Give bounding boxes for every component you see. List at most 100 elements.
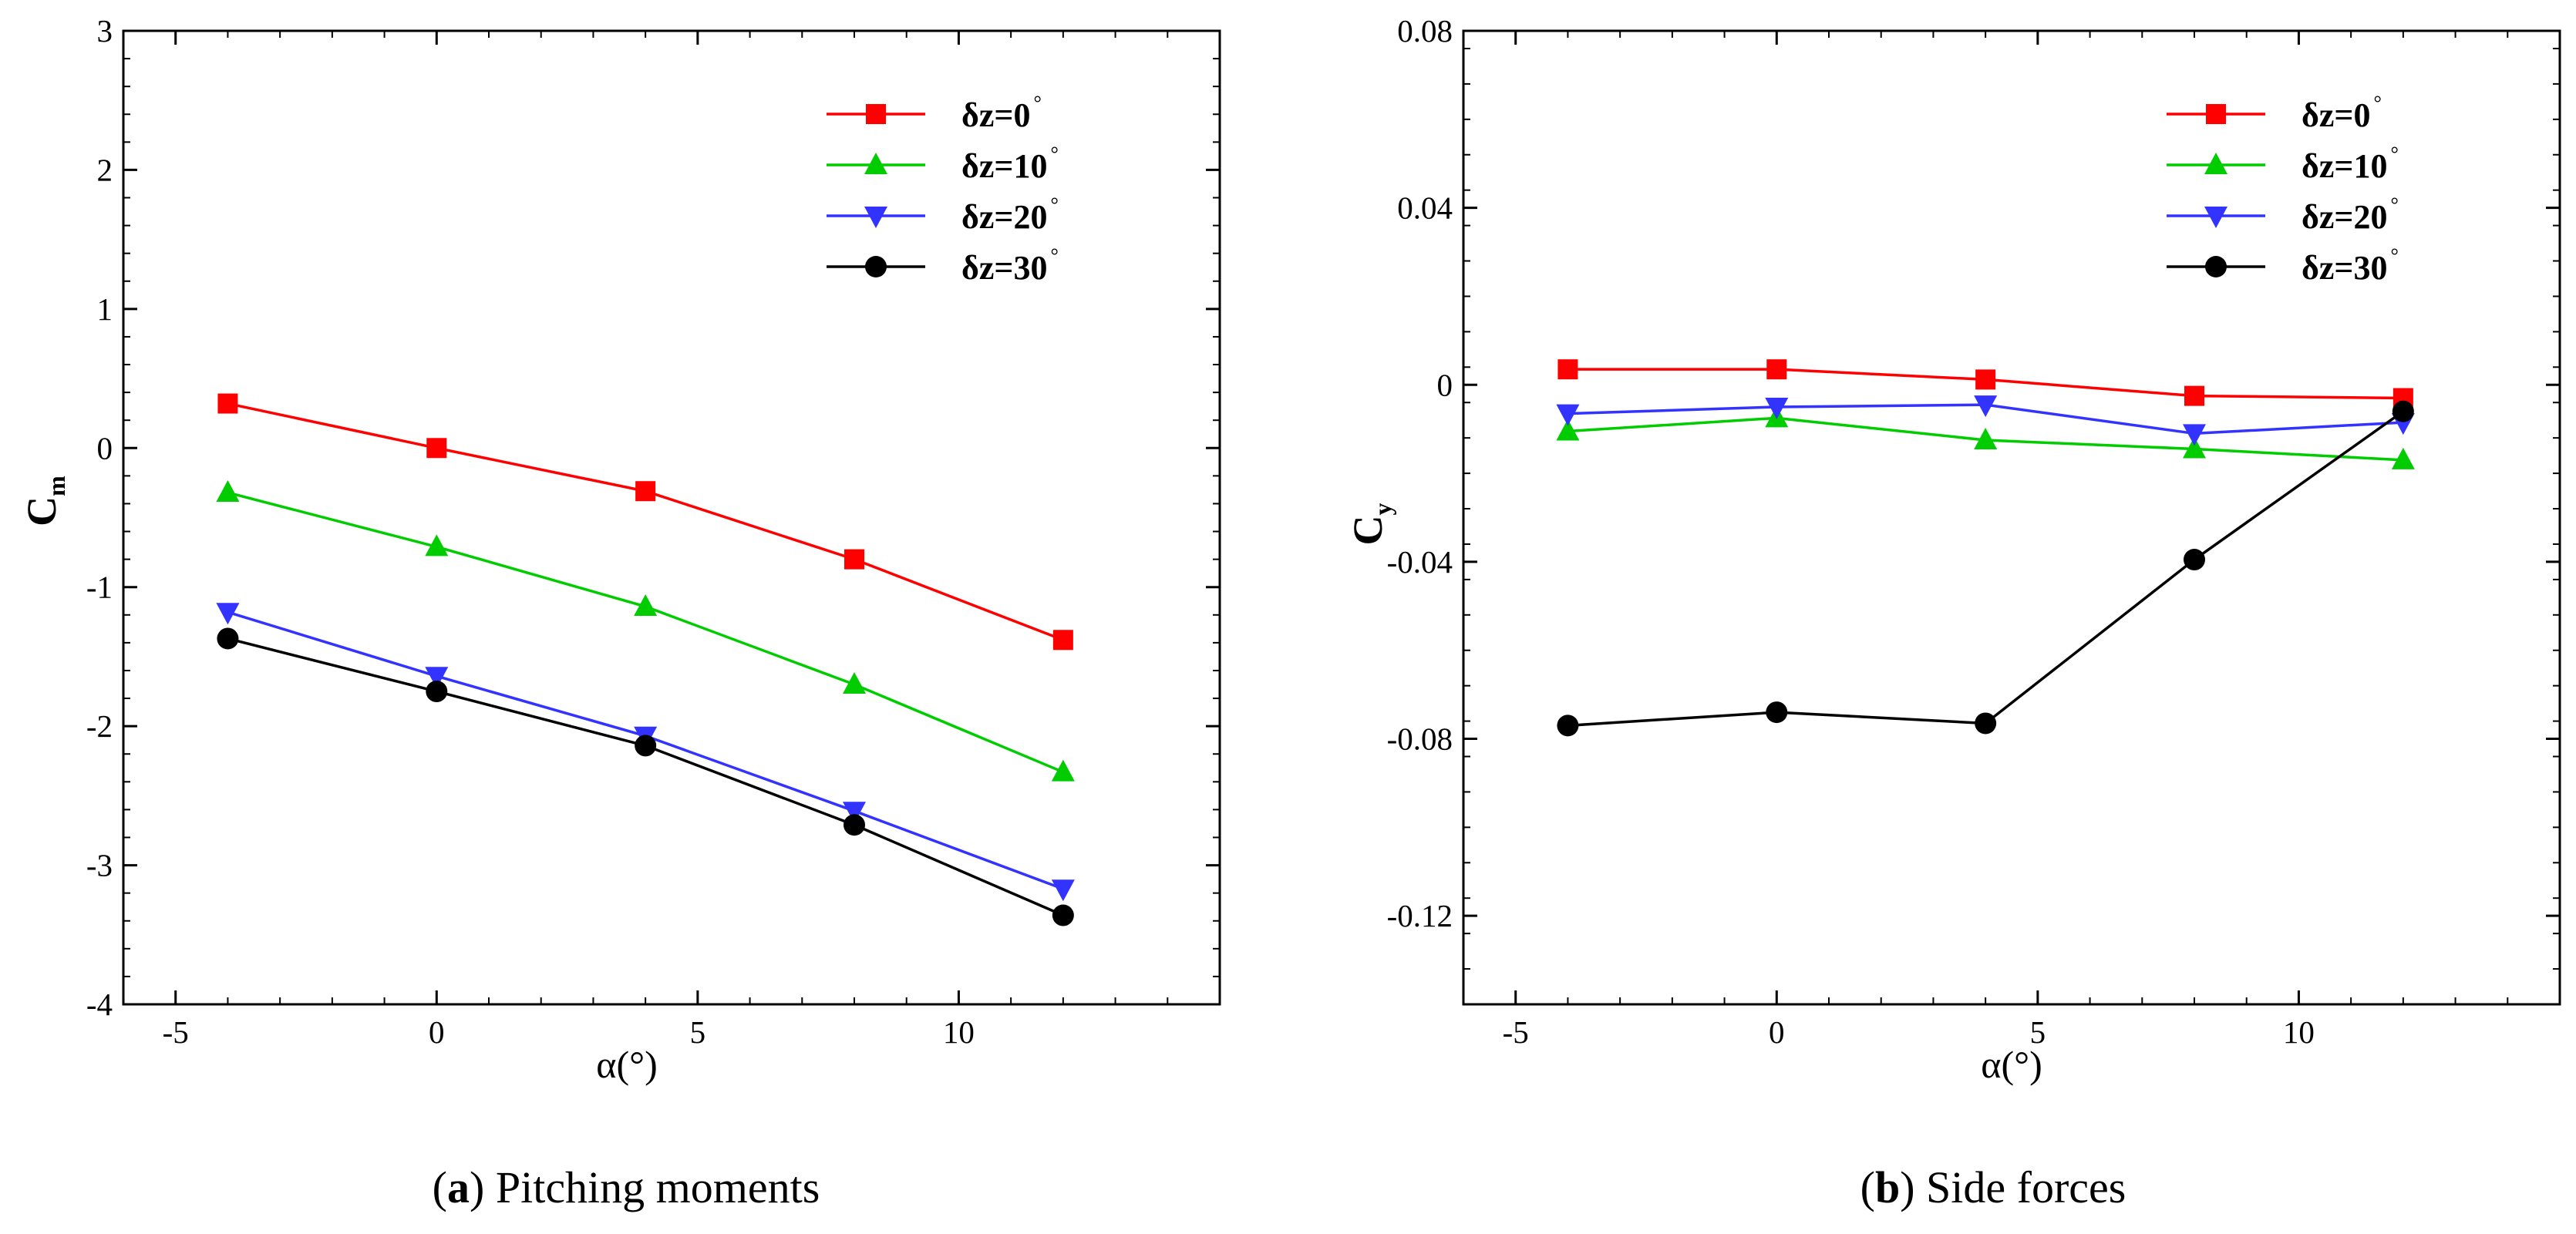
y-tick-label: -3 bbox=[86, 848, 113, 883]
y-tick-label: 1 bbox=[97, 291, 113, 327]
legend-label: δz=0 bbox=[961, 96, 1030, 134]
x-tick-label: -5 bbox=[163, 1014, 189, 1050]
caption-a: (a) Pitching moments bbox=[433, 1162, 820, 1212]
data-point bbox=[216, 603, 240, 625]
data-point bbox=[1051, 879, 1075, 902]
data-point bbox=[2184, 385, 2204, 406]
data-point bbox=[217, 627, 239, 650]
legend-entry: δz=0 ° bbox=[827, 92, 1042, 134]
series-layer bbox=[216, 393, 1075, 926]
legend-label: δz=20 bbox=[2302, 198, 2387, 236]
legend-degree-symbol: ° bbox=[2390, 143, 2398, 165]
legend-marker bbox=[2206, 104, 2226, 124]
data-point bbox=[425, 534, 449, 556]
legend-marker bbox=[866, 104, 886, 124]
y-tick-label: 0 bbox=[1437, 367, 1453, 402]
data-point bbox=[843, 672, 866, 694]
series-layer bbox=[1556, 359, 2415, 737]
y-tick-label: -0.12 bbox=[1387, 898, 1453, 933]
x-tick-label: -5 bbox=[1503, 1014, 1529, 1050]
y-tick-label: -0.04 bbox=[1387, 544, 1453, 580]
legend-entry: δz=20 ° bbox=[827, 193, 1059, 236]
legend-marker bbox=[865, 256, 887, 277]
plot-frame bbox=[122, 29, 1221, 1006]
series--z-30 bbox=[1557, 400, 2414, 737]
axis-ticks: -5 0 5 10 -4 -3 -2 -1 0 1 2 3 bbox=[86, 13, 1221, 1050]
data-point bbox=[844, 814, 865, 836]
y-axis-label: Cy bbox=[1345, 503, 1396, 546]
legend-entry: δz=30 ° bbox=[2167, 244, 2399, 287]
caption-a-letter: a bbox=[447, 1162, 470, 1212]
legend-label: δz=10 bbox=[961, 147, 1047, 185]
y-axis-label: Cm bbox=[19, 476, 70, 526]
y-tick-label: 0.08 bbox=[1397, 13, 1453, 49]
legend-label: δz=30 bbox=[2302, 249, 2387, 287]
legend-entry: δz=30 ° bbox=[827, 244, 1059, 287]
axis-ticks: -5 0 5 10 -0.12 -0.08 -0.04 0 0.04 0.08 bbox=[1387, 13, 2561, 1050]
series--z-0 bbox=[1557, 359, 2413, 409]
legend-label: δz=30 bbox=[961, 249, 1047, 287]
legend-entry: δz=0 ° bbox=[2167, 92, 2382, 134]
data-point bbox=[1052, 904, 1074, 926]
data-point bbox=[1557, 715, 1579, 737]
caption-b-text: Side forces bbox=[1926, 1162, 2126, 1212]
x-tick-label: 10 bbox=[2283, 1014, 2315, 1050]
y-tick-label: -2 bbox=[86, 708, 113, 744]
y-tick-label: 2 bbox=[97, 152, 113, 187]
legend-degree-symbol: ° bbox=[1050, 143, 1058, 165]
data-point bbox=[1052, 630, 1073, 651]
data-point bbox=[635, 735, 657, 757]
legend-marker bbox=[2204, 153, 2227, 174]
data-point bbox=[844, 549, 864, 570]
series-line bbox=[1567, 410, 2404, 728]
data-point bbox=[634, 593, 658, 616]
legend-entry: δz=10 ° bbox=[2167, 143, 2399, 185]
data-point bbox=[2184, 549, 2205, 571]
legend-label: δz=10 bbox=[2302, 147, 2387, 185]
legend-entry: δz=10 ° bbox=[827, 143, 1059, 185]
y-tick-label: 0.04 bbox=[1397, 190, 1453, 226]
data-point bbox=[1556, 404, 1580, 426]
data-point bbox=[1051, 759, 1075, 782]
data-point bbox=[2183, 436, 2206, 459]
y-axis-label-subscript: y bbox=[1369, 503, 1396, 516]
x-tick-label: 5 bbox=[2030, 1014, 2046, 1050]
x-axis-label: α(°) bbox=[1981, 1043, 2042, 1086]
legend: δz=0 °δz=10 °δz=20 °δz=30 ° bbox=[2167, 92, 2399, 287]
caption-a-text: Pitching moments bbox=[496, 1162, 820, 1212]
data-point bbox=[426, 681, 448, 703]
data-point bbox=[1766, 701, 1788, 724]
x-tick-label: 5 bbox=[690, 1014, 706, 1050]
plot-frame bbox=[1462, 29, 2561, 1006]
caption-b-letter: b bbox=[1875, 1162, 1900, 1212]
legend-degree-symbol: ° bbox=[1033, 92, 1041, 114]
data-point bbox=[843, 802, 866, 824]
svg-text:Cy: Cy bbox=[1345, 503, 1396, 546]
legend: δz=0 °δz=10 °δz=20 °δz=30 ° bbox=[827, 92, 1059, 287]
y-tick-label: -4 bbox=[86, 987, 113, 1022]
data-point bbox=[217, 393, 238, 414]
y-tick-label: 3 bbox=[97, 13, 113, 49]
legend-marker bbox=[864, 207, 887, 228]
data-point bbox=[1975, 712, 1997, 735]
x-tick-label: 10 bbox=[943, 1014, 975, 1050]
data-point bbox=[1974, 395, 1998, 418]
data-point bbox=[1766, 359, 1787, 380]
y-tick-label: -0.08 bbox=[1387, 721, 1453, 757]
legend-marker bbox=[2205, 256, 2227, 277]
data-point bbox=[1975, 369, 1996, 390]
data-point bbox=[216, 480, 240, 503]
series--z-30 bbox=[217, 627, 1074, 926]
data-point bbox=[2183, 424, 2206, 446]
legend-degree-symbol: ° bbox=[1050, 193, 1058, 216]
series--z-0 bbox=[217, 393, 1073, 651]
caption-b: (b) Side forces bbox=[1860, 1162, 2126, 1212]
legend-degree-symbol: ° bbox=[2390, 193, 2398, 216]
legend-entry: δz=20 ° bbox=[2167, 193, 2399, 236]
legend-marker bbox=[2204, 207, 2227, 228]
x-tick-label: 0 bbox=[1769, 1014, 1785, 1050]
x-tick-label: 0 bbox=[429, 1014, 445, 1050]
y-tick-label: 0 bbox=[97, 430, 113, 466]
